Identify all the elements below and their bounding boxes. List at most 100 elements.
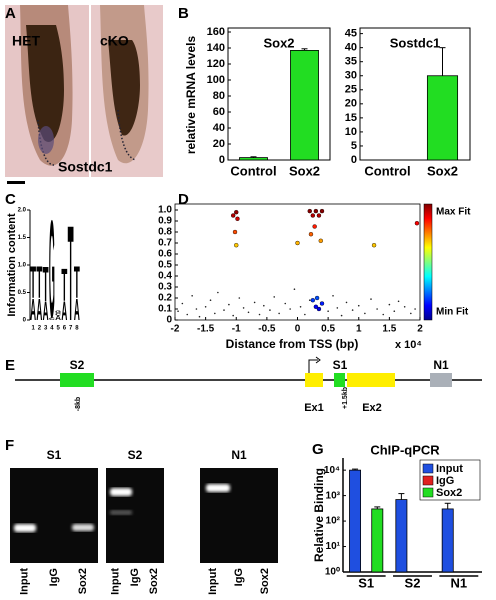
background-point: [273, 296, 276, 298]
gel-images: [10, 468, 278, 563]
y-tick-label: 20: [345, 98, 357, 110]
colorbar: [423, 203, 433, 321]
y-tick-label: 0.7: [158, 238, 172, 249]
exon-label: Ex1: [304, 402, 324, 414]
background-point: [388, 303, 391, 306]
logo-letter: A: [30, 293, 36, 327]
site-label: N1: [433, 358, 449, 372]
background-point: [308, 299, 311, 302]
x-tick-label: 1: [31, 326, 35, 332]
fit-point: [318, 238, 323, 244]
bar: [290, 50, 319, 161]
background-point: [263, 304, 265, 307]
fit-point: [232, 229, 238, 235]
y-tick-label: 1.5: [18, 235, 27, 241]
y-tick-label: 10¹: [326, 541, 341, 552]
y-tick-label: 0: [351, 154, 357, 166]
x-tick-label: Sox2: [289, 163, 320, 178]
background-point: [204, 306, 207, 308]
panel-label: G: [312, 441, 324, 458]
y-tick-label: 0.4: [158, 271, 172, 282]
logo-letter: G: [55, 309, 61, 313]
background-point: [198, 315, 201, 318]
panel-label: C: [5, 191, 16, 208]
x-axis-label: Distance from TSS (bp): [226, 337, 359, 351]
micrograph-cko: [91, 5, 163, 177]
legend-label: Input: [436, 463, 463, 475]
logo-letter: T: [74, 257, 80, 308]
bar: [371, 508, 384, 573]
legend-label: Sox2: [436, 487, 462, 499]
x-tick-label: Control: [364, 163, 410, 178]
bar: [349, 469, 362, 573]
fit-point: [230, 213, 236, 218]
y-tick-label: 0.1: [158, 304, 172, 315]
background-point: [397, 300, 400, 303]
legend-label: IgG: [436, 475, 454, 487]
fit-point: [310, 298, 316, 303]
background-point: [414, 308, 416, 310]
y-axis-label: Relative Binding: [312, 468, 326, 562]
background-point: [304, 313, 306, 316]
background-point: [340, 314, 343, 317]
logo-letter: G: [49, 192, 55, 347]
background-point: [403, 306, 406, 308]
logo-letter: T: [36, 257, 42, 308]
legend-swatch: [422, 463, 434, 474]
bar: [426, 75, 459, 161]
site-label: S1: [333, 358, 348, 372]
axes-box: [174, 203, 421, 321]
fit-point: [307, 208, 312, 214]
background-point: [351, 309, 354, 311]
logo-letter: A: [55, 315, 61, 322]
panel-label: A: [5, 5, 16, 22]
y-tick-label: 10⁰: [325, 567, 340, 578]
y-tick-label: 160: [207, 26, 225, 38]
axes-box: [359, 27, 471, 161]
background-point: [284, 302, 287, 305]
lane-label: Input: [19, 568, 31, 595]
fit-point: [310, 213, 316, 218]
x-tick-label: 0: [295, 324, 301, 335]
logo-letter: T: [68, 199, 74, 350]
fit-point: [234, 209, 239, 215]
fit-point: [319, 208, 325, 214]
x-tick-label: -2: [171, 324, 180, 335]
background-point: [242, 307, 245, 309]
logo-letter: A: [36, 293, 42, 327]
background-point: [258, 313, 261, 316]
fit-point: [308, 231, 314, 237]
panel-label: E: [5, 357, 15, 374]
x-tick-label: -0.5: [258, 324, 276, 335]
y-tick-label: 40: [345, 42, 357, 54]
fit-point: [313, 208, 319, 214]
x-tick-label: 3: [44, 326, 48, 332]
y-tick-label: 25: [345, 84, 357, 96]
background-point: [247, 311, 250, 314]
y-tick-label: 0: [23, 318, 27, 324]
fit-point: [313, 304, 319, 309]
background-point: [345, 301, 348, 304]
x-tick-label: 8: [75, 326, 79, 332]
background-point: [376, 308, 378, 310]
gel-title: N1: [231, 448, 247, 462]
fit-point: [295, 240, 300, 246]
chart-title: Sox2: [263, 35, 294, 50]
site-label: S2: [70, 358, 85, 372]
fit-point: [234, 242, 239, 248]
x-tick-label: 4: [50, 326, 54, 332]
x-tick-label: 0.5: [321, 324, 335, 335]
background-point: [393, 310, 396, 313]
x-tick-label: S1: [358, 575, 374, 590]
y-tick-label: 60: [213, 106, 225, 118]
background-point: [364, 312, 366, 315]
y-tick-label: 10²: [326, 516, 341, 527]
scale-bar: [7, 181, 25, 184]
y-tick-label: 80: [213, 90, 225, 102]
image-label: Sostdc1: [58, 159, 113, 175]
x-tick-label: 2: [417, 324, 423, 335]
y-tick-label: 2.0: [18, 208, 27, 214]
x-tick-label: -1: [232, 324, 241, 335]
background-point: [410, 312, 412, 315]
x-tick-label: S2: [405, 575, 421, 590]
